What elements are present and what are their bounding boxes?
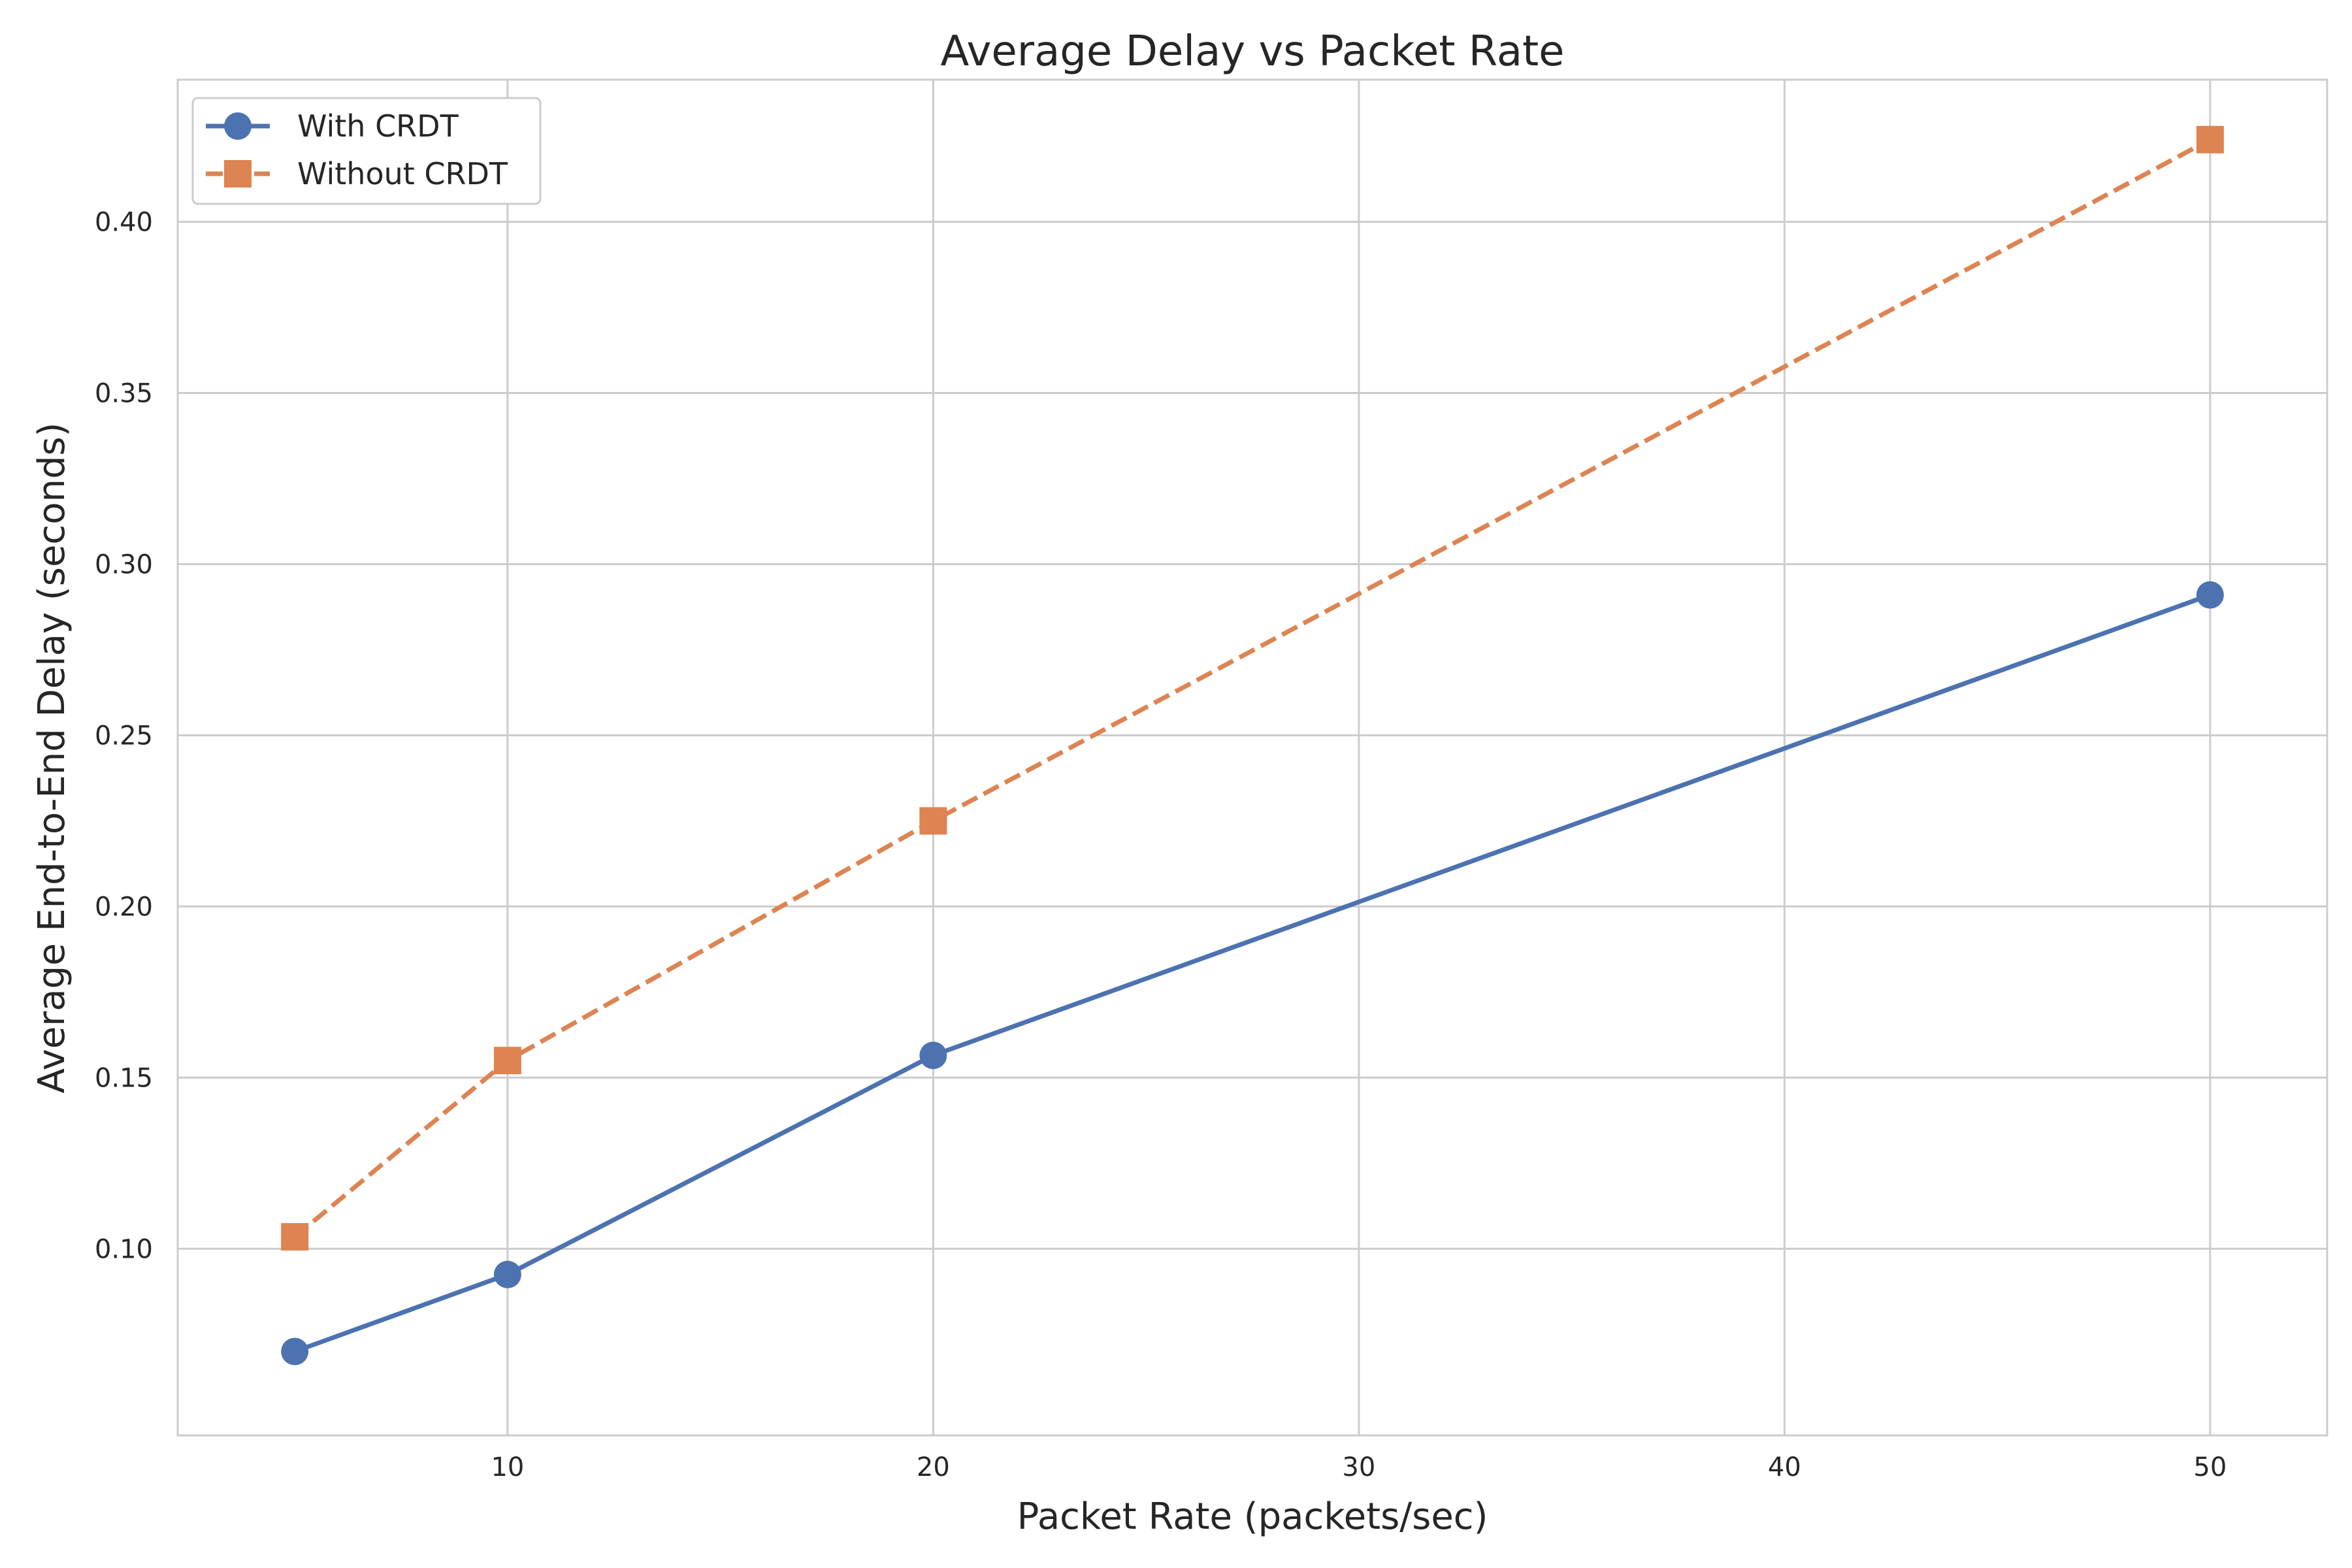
y-tick-label-0-15: 0.15 (95, 1063, 153, 1093)
x-axis-label: Packet Rate (packets/sec) (1017, 1495, 1488, 1538)
point-with-crdt-10 (493, 1260, 521, 1288)
point-with-crdt-20 (919, 1041, 947, 1070)
legend-marker-with-crdt (224, 112, 252, 140)
x-tick-label-30: 30 (1342, 1452, 1375, 1482)
y-tick-label-0-25: 0.25 (95, 721, 153, 751)
point-without-crdt-5 (281, 1223, 309, 1251)
y-tick-label-0-10: 0.10 (95, 1234, 153, 1264)
y-tick-label-0-40: 0.40 (95, 207, 153, 237)
x-tick-label-50: 50 (2193, 1452, 2227, 1482)
y-tick-label-0-20: 0.20 (95, 892, 153, 922)
legend-label-with-crdt: With CRDT (297, 108, 459, 144)
series-line-without-crdt (293, 137, 2212, 1239)
legend-item-with-crdt: With CRDT (206, 108, 459, 144)
plot-area (178, 80, 2327, 1435)
legend-item-without-crdt: Without CRDT (206, 156, 508, 191)
legend-box (191, 97, 542, 205)
x-tick-label-20: 20 (917, 1452, 950, 1482)
y-axis-label: Average End-to-End Delay (seconds) (31, 422, 73, 1093)
x-tick-label-10: 10 (491, 1452, 524, 1482)
point-without-crdt-10 (493, 1047, 521, 1075)
series-with-crdt (281, 581, 2224, 1365)
y-tick-label-0-30: 0.30 (95, 549, 153, 580)
series-without-crdt (281, 125, 2224, 1251)
chart-title: Average Delay vs Packet Rate (940, 27, 1564, 76)
series-layer (281, 125, 2224, 1365)
grid (178, 80, 2327, 1435)
y-tick-label-0-35: 0.35 (95, 378, 153, 408)
series-line-with-crdt (293, 593, 2212, 1354)
legend-marker-without-crdt (224, 160, 252, 188)
x-tick-label-40: 40 (1768, 1452, 1801, 1482)
point-with-crdt-5 (281, 1337, 309, 1365)
legend-label-without-crdt: Without CRDT (297, 156, 508, 191)
legend: With CRDT Without CRDT (191, 97, 542, 205)
point-without-crdt-20 (919, 807, 947, 835)
point-with-crdt-50 (2196, 581, 2224, 609)
point-without-crdt-50 (2196, 125, 2224, 154)
tick-labels: 10 20 30 40 50 0.10 0.15 0.20 0.25 0.30 0.35 0.40 (95, 207, 2227, 1482)
plot-frame (176, 78, 2328, 1437)
